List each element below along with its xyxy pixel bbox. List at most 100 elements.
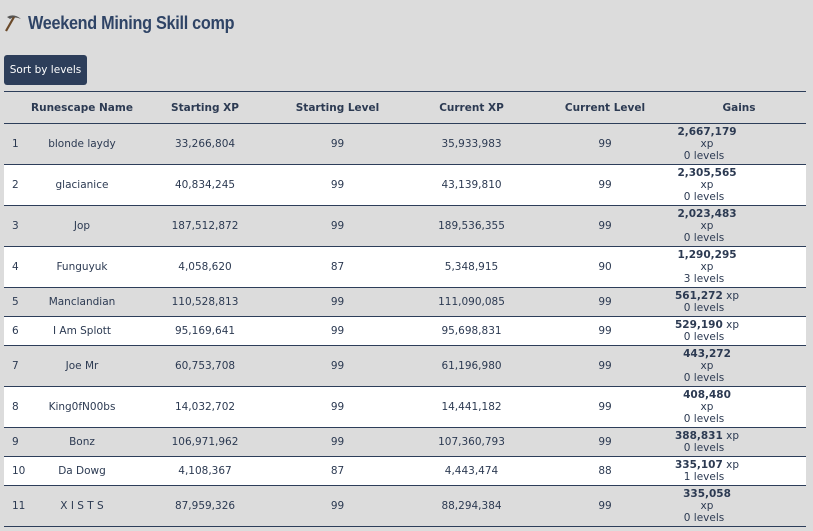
gains-levels: 0 levels [683,232,725,244]
table-cell: 87 [270,456,405,486]
xp-unit: xp [700,401,714,413]
table-cell: 99 [270,205,405,247]
gains-xp: 529,190 xp [672,319,742,331]
table-cell: I Am Splott [24,316,140,346]
gains: 1,290,295 xp 3 levels [672,249,806,285]
xp-unit: xp [700,500,714,512]
gains-levels: 1 levels [683,471,725,483]
rank: 8 [4,386,24,428]
xp-unit: xp [700,179,714,191]
title: Weekend Mining Skill comp [28,12,235,33]
gains-cell: 2,667,179 xp 0 levels [672,123,806,165]
xp-amount: 2,023,483 [677,208,737,220]
table-cell: X I S T S [24,485,140,527]
gains: 443,272 xp 0 levels [672,348,806,384]
table-row: 10 Da Dowg 4,108,367 87 4,443,474 88 335,107 x… [4,456,806,486]
xp-amount: 529,190 [674,319,723,331]
xp-amount: 388,831 [674,430,723,442]
table-cell: 99 [538,205,672,247]
gains-cell: 388,831 xp 0 levels [672,427,806,457]
gains-xp: 2,667,179 xp [672,126,742,150]
table-cell: 88,294,384 [405,485,538,527]
gains-cell: 335,058 xp 0 levels [672,485,806,527]
table-row: 9 Bonz 106,971,962 99 107,360,793 99 388,831 x… [4,427,806,457]
table-cell: 99 [270,287,405,317]
xp-unit: xp [700,138,714,150]
xp-unit: xp [726,430,740,442]
table-cell: glacianice [24,164,140,206]
table-cell: King0fN00bs [24,386,140,428]
table-cell: 88 [538,456,672,486]
table-cell: 110,528,813 [140,287,270,317]
table-row: 4 Funguyuk 4,058,620 87 5,348,915 90 1,290,295… [4,246,806,288]
header-cell: Gains [672,91,806,124]
gains-xp: 388,831 xp [672,430,742,442]
gains-xp: 2,305,565 xp [672,167,742,191]
table-cell: 4,108,367 [140,456,270,486]
table-row: 11 X I S T S 87,959,326 99 88,294,384 99 335,0… [4,485,806,527]
table-cell: 33,266,804 [140,123,270,165]
table-cell: 99 [270,485,405,527]
gains-cell: 408,480 xp 0 levels [672,386,806,428]
xp-unit: xp [726,319,740,331]
gains-cell: 561,272 xp 0 levels [672,287,806,317]
header-row: Runescape Name Starting XP Starting Level C… [4,91,806,124]
header-cell [4,91,24,124]
gains-cell: 335,107 xp 1 levels [672,456,806,486]
rank: 5 [4,287,24,317]
gains-cell: 1,290,295 xp 3 levels [672,246,806,288]
table-cell: Manclandian [24,287,140,317]
table-cell: 99 [538,427,672,457]
table-cell: 43,139,810 [405,164,538,206]
table-row: 7 Joe Mr 60,753,708 99 61,196,980 99 443,272 x… [4,345,806,387]
pickaxe-icon [5,15,21,32]
header-cell: Current Level [538,91,672,124]
rank: 3 [4,205,24,247]
table-cell: 60,753,708 [140,345,270,387]
table-cell: 14,032,702 [140,386,270,428]
gains-levels: 0 levels [683,150,725,162]
header: Weekend Mining Skill comp [4,10,257,36]
table-cell: 95,698,831 [405,316,538,346]
xp-unit: xp [726,290,740,302]
gains: 2,023,483 xp 0 levels [672,208,806,244]
table-cell: 87,959,326 [140,485,270,527]
gains: 335,058 xp 0 levels [672,488,806,524]
table-cell: 189,536,355 [405,205,538,247]
table-cell: 40,834,245 [140,164,270,206]
gains-levels: 0 levels [683,302,725,314]
gains-xp: 561,272 xp [672,290,742,302]
table-row: 3 Jop 187,512,872 99 189,536,355 99 2,023,483 … [4,205,806,247]
gains-levels: 0 levels [683,413,725,425]
table-cell: 99 [270,386,405,428]
gains: 335,107 xp 1 levels [672,459,806,483]
table-cell: 106,971,962 [140,427,270,457]
gains-levels: 0 levels [683,191,725,203]
gains: 529,190 xp 0 levels [672,319,806,343]
rank: 2 [4,164,24,206]
table-cell: 99 [538,287,672,317]
table-cell: 35,933,983 [405,123,538,165]
header-cell: Runescape Name [24,91,140,124]
leaderboard: Runescape Name Starting XP Starting Level C… [4,91,806,527]
table-cell: 99 [538,485,672,527]
table-row: 2 glacianice 40,834,245 99 43,139,810 99 2,305… [4,164,806,206]
gains-xp: 443,272 xp [672,348,742,372]
rank: 11 [4,485,25,527]
table-cell: 99 [538,164,672,206]
table-cell: Funguyuk [24,246,140,288]
table-cell: Da Dowg [24,456,140,486]
gains: 408,480 xp 0 levels [672,389,806,425]
table-cell: 90 [538,246,672,288]
sort-button[interactable]: Sort by levels [4,55,87,85]
table-cell: 99 [538,345,672,387]
gains-xp: 335,107 xp [672,459,742,471]
gains-levels: 3 levels [683,273,725,285]
rank: 6 [4,316,24,346]
gains-levels: 0 levels [683,512,725,524]
xp-unit: xp [700,360,714,372]
table-cell: 99 [538,316,672,346]
table-cell: 99 [270,123,405,165]
gains: 2,667,179 xp 0 levels [672,126,806,162]
rank: 7 [4,345,24,387]
